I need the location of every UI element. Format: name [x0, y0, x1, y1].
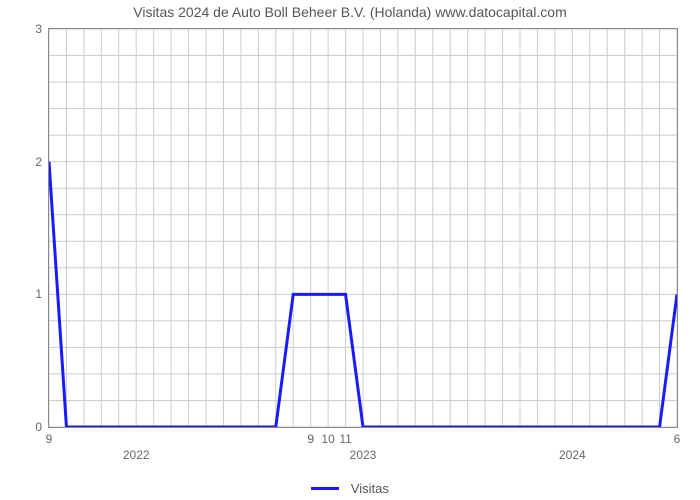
- chart-container: Visitas 2024 de Auto Boll Beheer B.V. (H…: [0, 0, 700, 500]
- y-tick-label: 1: [2, 287, 42, 301]
- y-tick-label: 2: [2, 155, 42, 169]
- legend-label: Visitas: [351, 481, 389, 496]
- x-tick-label: 11: [339, 432, 351, 446]
- legend-swatch: [311, 487, 339, 490]
- x-year-label: 2022: [123, 448, 150, 462]
- x-year-label: 2024: [559, 448, 586, 462]
- x-tick-label: 9: [46, 432, 53, 446]
- x-tick-label: 9: [307, 432, 314, 446]
- x-tick-label: 10: [321, 432, 334, 446]
- legend: Visitas: [0, 480, 700, 496]
- plot-area: [48, 28, 678, 428]
- plot-svg: [49, 29, 677, 427]
- y-tick-label: 0: [2, 420, 42, 434]
- chart-title: Visitas 2024 de Auto Boll Beheer B.V. (H…: [0, 4, 700, 20]
- x-year-label: 2023: [350, 448, 377, 462]
- x-tick-label: 6: [674, 432, 681, 446]
- y-tick-label: 3: [2, 22, 42, 36]
